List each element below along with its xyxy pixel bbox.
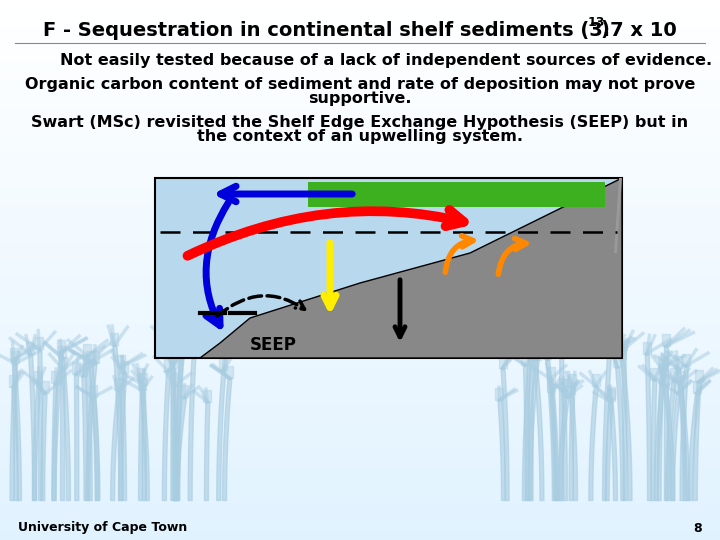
Bar — [0, 521, 720, 532]
Bar — [0, 17, 720, 28]
Polygon shape — [614, 178, 622, 253]
Bar — [0, 89, 720, 100]
Bar — [0, 503, 720, 514]
Bar — [0, 467, 720, 478]
Bar — [0, 377, 720, 388]
Bar — [0, 116, 720, 127]
Bar — [0, 188, 720, 199]
Bar — [0, 26, 720, 37]
Bar — [0, 8, 720, 19]
Text: 8: 8 — [693, 522, 702, 535]
FancyArrowPatch shape — [206, 202, 228, 326]
Bar — [0, 350, 720, 361]
Bar — [0, 296, 720, 307]
Bar — [0, 512, 720, 523]
Bar — [0, 170, 720, 181]
Text: the context of an upwelling system.: the context of an upwelling system. — [197, 129, 523, 144]
Bar — [0, 62, 720, 73]
Text: ): ) — [600, 21, 609, 39]
Bar — [0, 179, 720, 190]
Bar — [0, 530, 720, 540]
Bar — [0, 107, 720, 118]
Bar — [0, 287, 720, 298]
Bar — [0, 53, 720, 64]
Bar — [0, 422, 720, 433]
Text: Not easily tested because of a lack of independent sources of evidence.: Not easily tested because of a lack of i… — [60, 53, 712, 69]
Bar — [0, 152, 720, 163]
Bar — [0, 197, 720, 208]
Bar — [0, 413, 720, 424]
Bar — [0, 71, 720, 82]
Text: Organic carbon content of sediment and rate of deposition may not prove: Organic carbon content of sediment and r… — [24, 78, 696, 92]
Bar — [0, 314, 720, 325]
Bar — [0, 44, 720, 55]
Bar — [308, 182, 605, 207]
Bar — [0, 242, 720, 253]
Bar — [155, 178, 622, 358]
Bar — [0, 269, 720, 280]
Bar — [0, 143, 720, 154]
Bar — [0, 485, 720, 496]
Bar — [0, 332, 720, 343]
Bar — [0, 224, 720, 235]
Text: F - Sequestration in continental shelf sediments (3.7 x 10: F - Sequestration in continental shelf s… — [43, 21, 677, 39]
Text: SEEP: SEEP — [250, 336, 297, 354]
Bar — [0, 35, 720, 46]
Bar — [0, 125, 720, 136]
FancyArrowPatch shape — [498, 239, 526, 274]
Bar — [0, 476, 720, 487]
Polygon shape — [200, 178, 622, 358]
Bar — [0, 323, 720, 334]
Bar — [0, 395, 720, 406]
Bar — [0, 404, 720, 415]
Bar — [0, 80, 720, 91]
Bar — [0, 440, 720, 451]
Bar — [0, 206, 720, 217]
Text: Swart (MSc) revisited the Shelf Edge Exchange Hypothesis (SEEP) but in: Swart (MSc) revisited the Shelf Edge Exc… — [32, 114, 688, 130]
Bar — [0, 449, 720, 460]
Bar — [0, 260, 720, 271]
FancyArrowPatch shape — [187, 210, 464, 256]
Bar — [0, 305, 720, 316]
FancyArrowPatch shape — [217, 296, 305, 316]
Bar — [0, 134, 720, 145]
Bar — [0, 368, 720, 379]
Text: University of Cape Town: University of Cape Town — [18, 522, 187, 535]
Bar — [0, 278, 720, 289]
Text: 13: 13 — [588, 17, 606, 30]
Bar — [0, 0, 720, 10]
Bar — [0, 98, 720, 109]
Text: supportive.: supportive. — [308, 91, 412, 106]
Bar — [0, 431, 720, 442]
FancyArrowPatch shape — [445, 236, 473, 272]
Bar — [0, 341, 720, 352]
Bar — [0, 458, 720, 469]
Bar — [0, 359, 720, 370]
Bar — [0, 251, 720, 262]
Bar — [0, 386, 720, 397]
Bar — [0, 233, 720, 244]
Bar — [0, 494, 720, 505]
Bar — [0, 215, 720, 226]
Bar — [0, 161, 720, 172]
